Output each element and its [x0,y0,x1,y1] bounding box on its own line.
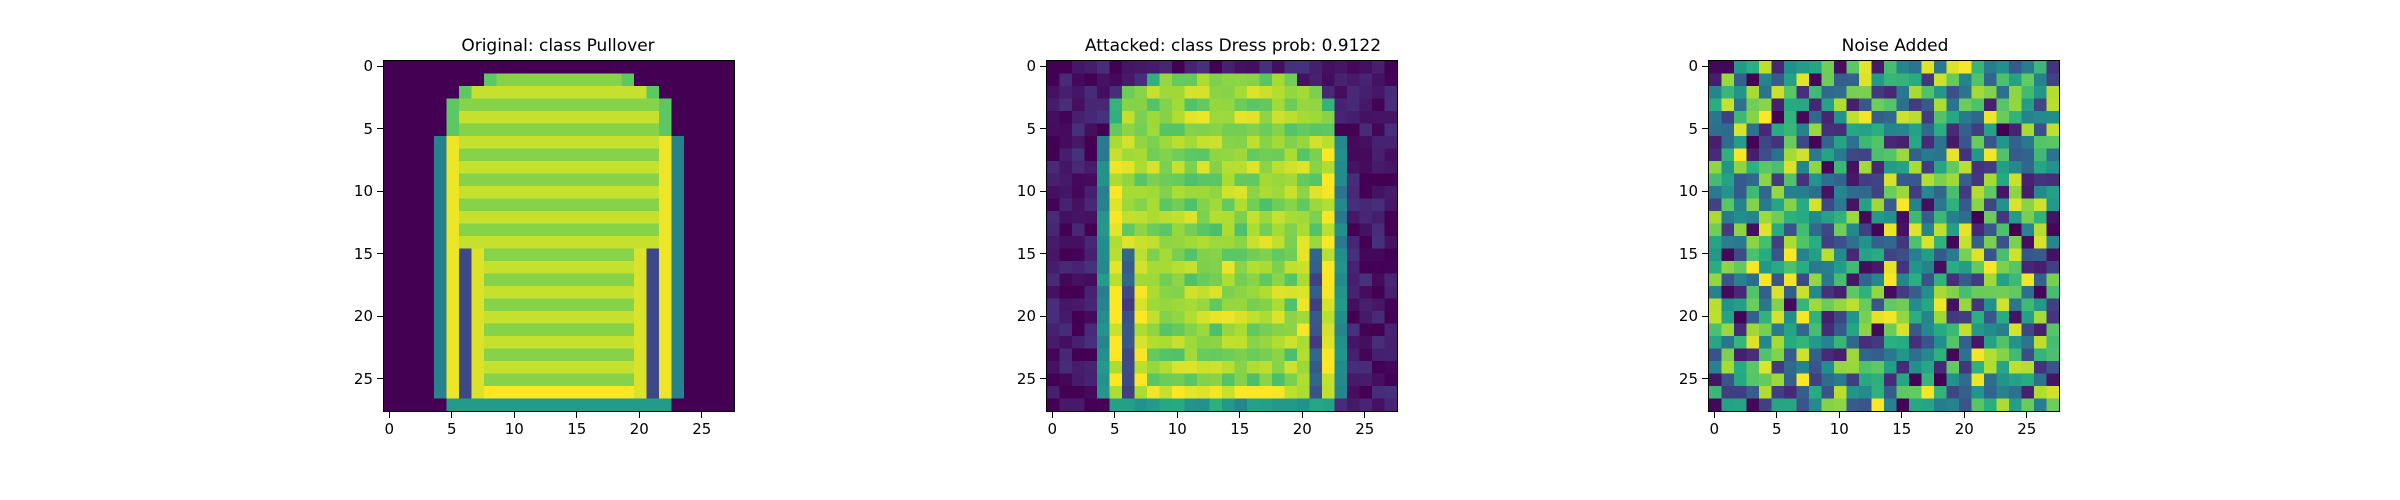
y-tick-label: 0 [1688,57,1698,76]
y-tick-mark [1040,190,1046,192]
y-tick-label: 10 [1016,182,1036,201]
x-tick-mark [1963,411,1965,418]
y-tick-mark [377,315,383,317]
x-tick-mark [1901,411,1903,418]
x-tick-label: 15 [1230,420,1250,438]
x-tick-mark [1713,411,1715,418]
y-tick-label: 5 [1688,119,1698,138]
x-tick-mark [1051,411,1053,418]
y-tick-label: 25 [353,369,373,388]
image-attacked [1046,60,1398,412]
panel-title: Noise Added [1841,36,1949,56]
x-tick-mark [1838,411,1840,418]
y-tick-mark [1040,65,1046,67]
x-tick-label: 0 [384,420,395,438]
y-tick-label: 25 [1016,369,1036,388]
x-tick-label: 10 [504,420,524,438]
x-tick-label: 0 [1709,420,1720,438]
x-tick-mark [1176,411,1178,418]
x-tick-label: 25 [1355,420,1375,438]
y-tick-mark [1040,253,1046,255]
x-tick-mark [1239,411,1241,418]
x-tick-label: 25 [692,420,712,438]
y-tick-mark [1040,378,1046,380]
x-tick-label: 5 [1109,420,1120,438]
y-tick-mark [1702,378,1708,380]
y-tick-mark [377,190,383,192]
x-tick-label: 5 [1771,420,1782,438]
x-tick-label: 0 [1047,420,1058,438]
y-tick-label: 0 [363,57,373,76]
y-tick-mark [1702,315,1708,317]
y-tick-label: 10 [1678,182,1698,201]
x-tick-label: 10 [1829,420,1849,438]
y-tick-label: 5 [1026,119,1036,138]
y-tick-label: 25 [1678,369,1698,388]
y-tick-mark [1702,128,1708,130]
x-tick-mark [388,411,390,418]
x-tick-label: 20 [1292,420,1312,438]
y-tick-label: 20 [353,307,373,326]
x-tick-mark [513,411,515,418]
heatmap-canvas [1709,61,2059,411]
y-tick-mark [1702,65,1708,67]
image-original [383,60,735,412]
panel-title: Original: class Pullover [461,36,655,56]
x-tick-label: 25 [2017,420,2037,438]
y-tick-label: 20 [1678,307,1698,326]
y-tick-mark [377,253,383,255]
x-tick-mark [2026,411,2028,418]
image-noise [1708,60,2060,412]
x-tick-mark [1114,411,1116,418]
x-tick-label: 10 [1167,420,1187,438]
y-tick-mark [377,65,383,67]
x-tick-mark [576,411,578,418]
x-tick-mark [1301,411,1303,418]
x-tick-mark [451,411,453,418]
x-tick-mark [701,411,703,418]
y-tick-label: 15 [353,244,373,263]
y-tick-mark [1040,315,1046,317]
x-tick-mark [638,411,640,418]
y-tick-mark [377,128,383,130]
y-tick-label: 0 [1026,57,1036,76]
heatmap-canvas [1047,61,1397,411]
y-tick-label: 5 [363,119,373,138]
x-tick-label: 20 [1954,420,1974,438]
y-tick-mark [1702,190,1708,192]
heatmap-canvas [384,61,734,411]
x-tick-label: 15 [1892,420,1912,438]
y-tick-label: 15 [1016,244,1036,263]
x-tick-label: 20 [629,420,649,438]
x-tick-mark [1776,411,1778,418]
y-tick-mark [1702,253,1708,255]
y-tick-mark [1040,128,1046,130]
x-tick-label: 15 [567,420,587,438]
x-tick-mark [1364,411,1366,418]
x-tick-label: 5 [446,420,457,438]
panel-title: Attacked: class Dress prob: 0.9122 [1084,36,1382,56]
y-tick-mark [377,378,383,380]
y-tick-label: 15 [1678,244,1698,263]
y-tick-label: 20 [1016,307,1036,326]
y-tick-label: 10 [353,182,373,201]
